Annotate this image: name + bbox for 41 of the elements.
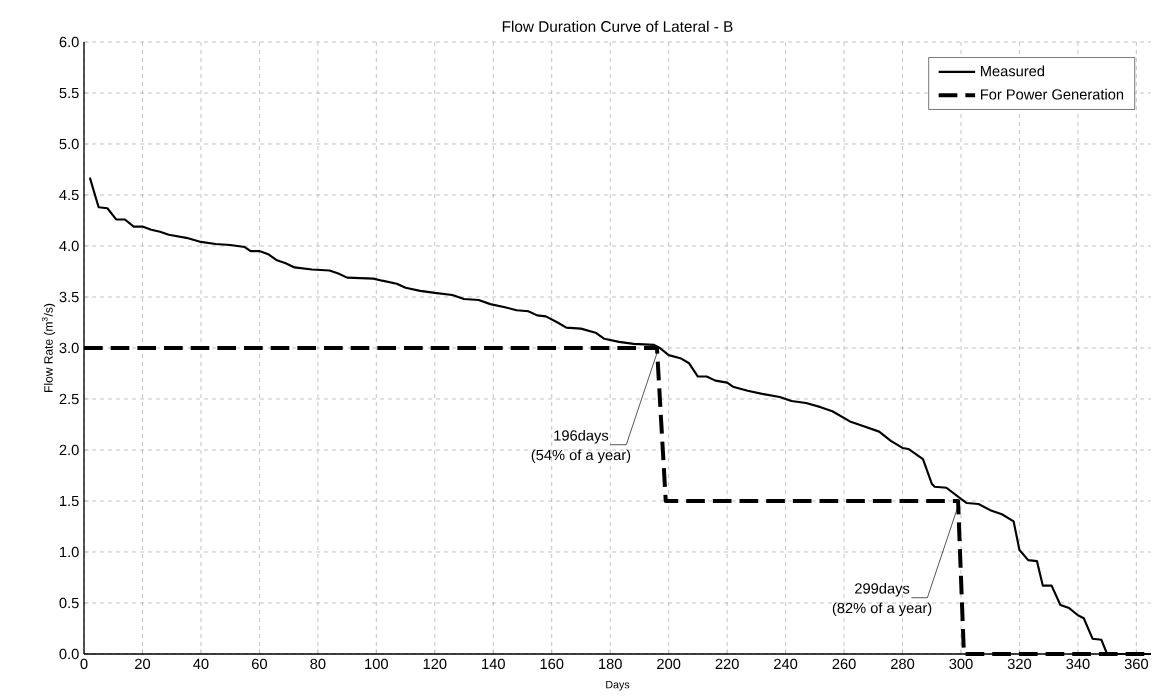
annotation: (54% of a year) <box>531 449 631 464</box>
x-tick-label: 220 <box>715 658 739 670</box>
x-tick-label: 120 <box>423 658 447 670</box>
x-tick-label: 60 <box>252 658 267 670</box>
y-tick-label: 3.5 <box>59 291 79 303</box>
x-tick-label: 300 <box>949 658 973 670</box>
y-tick-label: 0.0 <box>59 648 79 660</box>
y-tick-label: 6.0 <box>59 36 79 48</box>
annotation: 299days <box>855 582 910 597</box>
x-tick-label: 20 <box>135 658 151 670</box>
x-tick-label: 260 <box>832 658 856 670</box>
x-tick-label: 340 <box>1066 658 1090 670</box>
y-tick-label: 1.5 <box>60 495 79 507</box>
x-tick-label: 320 <box>1007 658 1032 670</box>
x-tick-label: 160 <box>540 658 564 670</box>
y-tick-label: 4.5 <box>59 189 79 201</box>
x-tick-label: 0 <box>80 658 88 670</box>
y-tick-label: 2.0 <box>59 444 79 456</box>
x-tick-label: 180 <box>599 658 622 670</box>
y-tick-label: 0.5 <box>59 597 79 609</box>
annotation: 196days <box>554 429 609 444</box>
y-tick-label: 4.0 <box>59 240 79 252</box>
x-axis-title: Days <box>606 680 630 691</box>
y-tick-label: 1.0 <box>60 546 79 558</box>
chart-title: Flow Duration Curve of Lateral - B <box>502 20 733 32</box>
x-tick-label: 240 <box>774 658 798 670</box>
annotation: (82% of a year) <box>832 602 932 617</box>
y-tick-label: 5.5 <box>59 87 79 99</box>
y-tick-label: 5.0 <box>59 138 79 150</box>
x-tick-label: 140 <box>482 658 505 670</box>
x-tick-label: 100 <box>365 658 388 670</box>
x-tick-label: 40 <box>193 658 209 670</box>
y-axis-title: Flow Rate (m$^{3}$/s) <box>41 303 56 392</box>
x-tick-label: 280 <box>891 658 915 670</box>
x-tick-label: 80 <box>310 658 326 670</box>
legend-label: Measured <box>980 65 1045 77</box>
y-tick-label: 3.0 <box>59 342 79 354</box>
x-tick-label: 200 <box>657 658 681 670</box>
legend-label: For Power Generation <box>980 88 1124 100</box>
y-tick-label: 2.5 <box>59 393 79 405</box>
x-tick-label: 360 <box>1124 658 1149 670</box>
